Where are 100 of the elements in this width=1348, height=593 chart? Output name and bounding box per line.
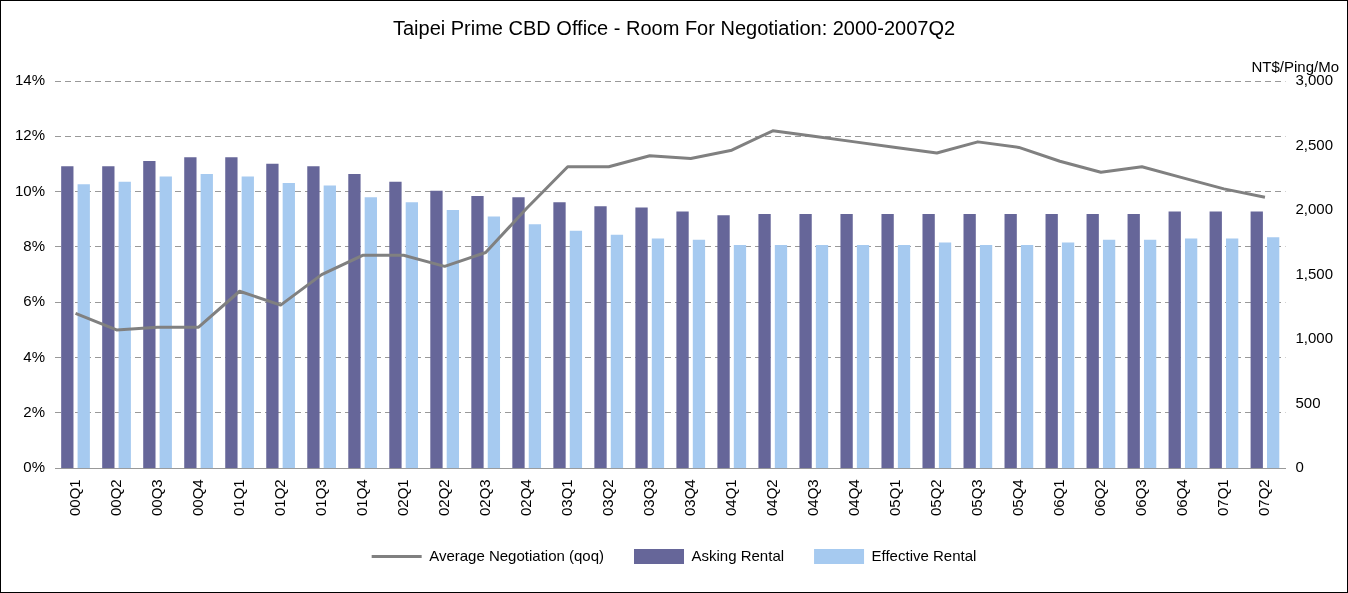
bar: [692, 239, 706, 469]
x-tick-label: 01Q1: [229, 479, 247, 517]
x-tick-label: 06Q2: [1091, 479, 1109, 517]
bar: [840, 213, 853, 469]
bar: [1086, 213, 1099, 469]
y2-tick-label: 2,000: [1295, 200, 1334, 218]
y-tick-label: 0%: [23, 458, 46, 476]
y-tick-label: 2%: [23, 403, 46, 421]
bar: [282, 182, 295, 469]
bar: [405, 202, 418, 469]
x-tick-label: 02Q2: [434, 479, 452, 517]
bar: [569, 230, 583, 469]
bar: [717, 215, 730, 469]
x-tick-label: 03Q4: [680, 479, 698, 517]
x-tick-label: 00Q3: [147, 479, 165, 517]
bar: [815, 244, 829, 469]
x-tick-label: 04Q1: [721, 479, 739, 517]
bar: [979, 244, 993, 469]
y-tick-label: 12%: [14, 126, 46, 144]
bar: [758, 213, 771, 469]
bar: [1127, 213, 1140, 469]
bar: [799, 213, 812, 469]
x-tick-label: 03Q1: [557, 479, 575, 517]
x-tick-label: 07Q1: [1214, 479, 1232, 517]
x-tick-label: 07Q2: [1255, 479, 1273, 517]
x-tick-label: 02Q4: [516, 479, 534, 517]
bar: [938, 242, 952, 469]
x-tick-label: 05Q3: [967, 479, 985, 517]
bar: [266, 163, 279, 469]
bar: [1209, 211, 1222, 469]
x-tick-label: 03Q3: [639, 479, 657, 517]
bar: [118, 181, 131, 469]
y-tick-label: 10%: [14, 181, 46, 199]
x-tick-label: 01Q2: [270, 479, 288, 517]
y-tick-label: 8%: [23, 237, 46, 255]
bar: [1184, 238, 1198, 469]
x-tick-label: 00Q2: [106, 479, 124, 517]
bar: [1168, 211, 1181, 469]
bar: [1045, 213, 1058, 469]
bar: [1004, 213, 1017, 469]
bar: [676, 211, 689, 469]
x-tick-label: 06Q1: [1050, 479, 1068, 517]
x-tick-label: 00Q1: [65, 479, 83, 517]
bar: [594, 206, 607, 469]
bar: [61, 166, 74, 469]
x-tick-label: 03Q2: [598, 479, 616, 517]
x-tick-label: 05Q1: [885, 479, 903, 517]
x-tick-label: 05Q2: [926, 479, 944, 517]
bar: [364, 197, 377, 469]
x-tick-label: 05Q4: [1009, 479, 1027, 517]
bar: [651, 238, 665, 469]
bar: [733, 244, 747, 469]
x-tick-label: 00Q4: [188, 479, 206, 517]
bar: [963, 213, 976, 469]
bar: [553, 202, 566, 469]
bar: [1102, 239, 1116, 469]
bar: [389, 181, 402, 469]
bar: [159, 176, 172, 469]
bar: [430, 190, 443, 469]
y-tick-label: 14%: [14, 71, 46, 89]
bar: [1143, 239, 1157, 469]
chart-title: Taipei Prime CBD Office - Room For Negotiation: 2000-2007Q2: [392, 16, 956, 39]
bar: [635, 207, 648, 469]
bar: [143, 161, 156, 469]
y-tick-label: 6%: [23, 292, 46, 310]
bar: [512, 197, 525, 469]
bar: [471, 195, 484, 469]
bar: [77, 184, 90, 469]
y2-tick-label: 0: [1295, 458, 1304, 476]
y2-tick-label: 1,500: [1295, 264, 1334, 282]
bar: [1225, 238, 1239, 469]
bar: [1061, 242, 1075, 469]
bar: [184, 157, 197, 469]
x-tick-label: 04Q2: [762, 479, 780, 517]
bar: [241, 176, 254, 469]
bar: [897, 244, 911, 469]
legend-label: Asking Rental: [691, 546, 785, 564]
bar: [348, 173, 361, 469]
bar: [528, 224, 542, 469]
bar: [200, 173, 213, 469]
x-tick-label: 04Q4: [844, 479, 862, 517]
bar: [487, 216, 501, 469]
bar: [323, 185, 336, 469]
x-tick-label: 02Q3: [475, 479, 493, 517]
bar: [610, 234, 624, 469]
bar: [446, 210, 460, 469]
bar: [1250, 211, 1263, 469]
bar: [102, 166, 115, 469]
bar: [1020, 244, 1034, 469]
x-tick-label: 01Q4: [352, 479, 370, 517]
x-tick-label: 04Q3: [803, 479, 821, 517]
x-tick-label: 06Q3: [1132, 479, 1150, 517]
bar: [307, 166, 320, 469]
legend-label: Average Negotiation (qoq): [429, 546, 605, 564]
bar: [856, 244, 870, 469]
bar: [881, 213, 894, 469]
x-tick-label: 01Q3: [311, 479, 329, 517]
y2-tick-label: 500: [1295, 393, 1321, 411]
bar: [922, 213, 935, 469]
x-tick-label: 06Q4: [1173, 479, 1191, 517]
